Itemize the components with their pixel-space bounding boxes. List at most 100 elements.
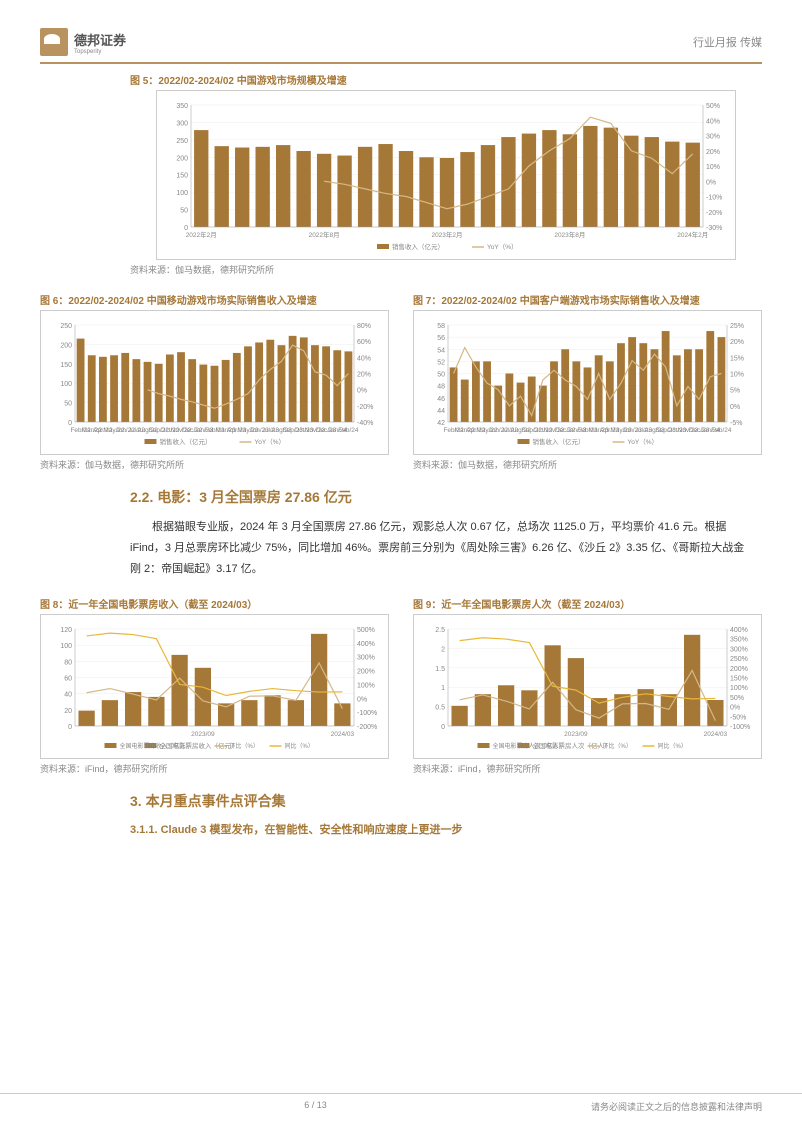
- svg-text:300: 300: [176, 120, 188, 127]
- chart6-source: 资料来源：伽马数据，德邦研究所所: [40, 458, 389, 471]
- svg-text:200%: 200%: [730, 665, 748, 672]
- svg-text:2023/09: 2023/09: [564, 731, 588, 738]
- svg-text:30%: 30%: [706, 134, 720, 141]
- chart8-source: 资料来源：iFind，德邦研究所所: [40, 762, 389, 775]
- svg-text:-20%: -20%: [706, 210, 722, 217]
- svg-text:-100%: -100%: [357, 710, 377, 717]
- svg-text:80%: 80%: [357, 323, 371, 330]
- svg-text:250: 250: [60, 323, 72, 330]
- chart7-title: 图 7：2022/02-2024/02 中国客户端游戏市场实际销售收入及增速: [413, 292, 762, 307]
- svg-text:-20%: -20%: [357, 404, 373, 411]
- svg-text:300%: 300%: [357, 654, 375, 661]
- svg-text:15%: 15%: [730, 355, 744, 362]
- svg-text:100: 100: [60, 643, 72, 650]
- svg-text:44: 44: [437, 408, 445, 415]
- svg-text:20%: 20%: [357, 372, 371, 379]
- svg-text:0%: 0%: [730, 404, 740, 411]
- svg-text:5%: 5%: [730, 388, 740, 395]
- svg-text:100: 100: [176, 190, 188, 197]
- svg-text:350%: 350%: [730, 636, 748, 643]
- svg-text:150: 150: [60, 362, 72, 369]
- svg-text:50: 50: [64, 401, 72, 408]
- svg-text:2024/03: 2024/03: [704, 731, 728, 738]
- svg-text:销售收入（亿元）: 销售收入（亿元）: [533, 437, 585, 446]
- svg-text:60%: 60%: [357, 339, 371, 346]
- svg-text:56: 56: [437, 335, 445, 342]
- report-type: 行业月报 传媒: [693, 34, 762, 50]
- svg-text:0: 0: [441, 724, 445, 731]
- disclaimer: 请务必阅读正文之后的信息披露和法律声明: [591, 1100, 762, 1113]
- svg-text:48: 48: [437, 384, 445, 391]
- svg-text:500%: 500%: [357, 627, 375, 634]
- page-header: 德邦证券 Topsperity 行业月报 传媒: [40, 28, 762, 64]
- svg-text:全国电影票房收入（亿元）: 全国电影票房收入（亿元）: [120, 742, 192, 750]
- svg-text:50: 50: [437, 372, 445, 379]
- svg-text:2024/03: 2024/03: [331, 731, 355, 738]
- svg-text:52: 52: [437, 359, 445, 366]
- svg-text:环比（%）: 环比（%）: [230, 742, 259, 750]
- svg-text:全国电影票房人次（亿人）: 全国电影票房人次（亿人）: [493, 742, 565, 750]
- svg-text:1: 1: [441, 685, 445, 692]
- svg-text:2023年8月: 2023年8月: [554, 230, 585, 239]
- svg-text:YoY（%）: YoY（%）: [487, 243, 517, 251]
- svg-text:2: 2: [441, 646, 445, 653]
- svg-text:同比（%）: 同比（%）: [658, 742, 687, 750]
- svg-text:40%: 40%: [357, 355, 371, 362]
- chart6: 050100150200250-40%-20%0%20%40%60%80%Feb…: [40, 310, 389, 455]
- svg-text:0%: 0%: [357, 696, 367, 703]
- section-2-2-title: 2.2. 电影：3 月全国票房 27.86 亿元: [40, 487, 762, 507]
- svg-text:-30%: -30%: [706, 225, 722, 232]
- svg-text:46: 46: [437, 396, 445, 403]
- svg-text:10%: 10%: [730, 372, 744, 379]
- chart8: 020406080100120-200%-100%0%100%200%300%4…: [40, 614, 389, 759]
- svg-text:1.5: 1.5: [435, 665, 445, 672]
- company-name: 德邦证券: [74, 30, 126, 49]
- svg-text:0.5: 0.5: [435, 704, 445, 711]
- svg-text:200: 200: [176, 155, 188, 162]
- svg-text:0%: 0%: [357, 388, 367, 395]
- svg-text:400%: 400%: [730, 627, 748, 634]
- svg-text:60: 60: [64, 675, 72, 682]
- svg-text:25%: 25%: [730, 323, 744, 330]
- logo-icon: [40, 28, 68, 56]
- chart6-title: 图 6：2022/02-2024/02 中国移动游戏市场实际销售收入及增速: [40, 292, 389, 307]
- company-name-en: Topsperity: [74, 49, 126, 55]
- svg-text:200: 200: [60, 342, 72, 349]
- svg-text:350: 350: [176, 103, 188, 110]
- chart5: 050100150200250300350-30%-20%-10%0%10%20…: [156, 90, 736, 260]
- svg-text:YoY（%）: YoY（%）: [255, 438, 285, 446]
- chart9: 00.511.522.5-100%-50%0%50%100%150%200%25…: [413, 614, 762, 759]
- svg-text:250: 250: [176, 138, 188, 145]
- svg-text:100%: 100%: [357, 682, 375, 689]
- svg-text:20%: 20%: [706, 149, 720, 156]
- svg-text:同比（%）: 同比（%）: [285, 742, 314, 750]
- svg-text:300%: 300%: [730, 646, 748, 653]
- svg-text:10%: 10%: [706, 164, 720, 171]
- svg-text:-200%: -200%: [357, 724, 377, 731]
- svg-text:58: 58: [437, 323, 445, 330]
- svg-text:200%: 200%: [357, 668, 375, 675]
- svg-text:2022年2月: 2022年2月: [186, 230, 217, 239]
- svg-text:120: 120: [60, 627, 72, 634]
- svg-text:2023/09: 2023/09: [191, 731, 215, 738]
- svg-text:2.5: 2.5: [435, 627, 445, 634]
- section-2-2-body: 根据猫眼专业版，2024 年 3 月全国票房 27.86 亿元，观影总人次 0.…: [40, 517, 762, 580]
- svg-text:2023年2月: 2023年2月: [431, 230, 462, 239]
- section-3-title: 3. 本月重点事件点评合集: [40, 791, 762, 811]
- svg-text:Feb/24: Feb/24: [711, 427, 732, 434]
- svg-text:54: 54: [437, 347, 445, 354]
- svg-text:销售收入（亿元）: 销售收入（亿元）: [392, 242, 444, 251]
- svg-text:150: 150: [176, 173, 188, 180]
- svg-text:20%: 20%: [730, 339, 744, 346]
- svg-text:50: 50: [180, 208, 188, 215]
- chart7: 424446485052545658-5%0%5%10%15%20%25%Feb…: [413, 310, 762, 455]
- svg-text:50%: 50%: [730, 695, 744, 702]
- page-footer: 6 / 13 请务必阅读正文之后的信息披露和法律声明: [0, 1093, 802, 1113]
- svg-text:40: 40: [64, 691, 72, 698]
- svg-text:20: 20: [64, 708, 72, 715]
- svg-text:-40%: -40%: [357, 420, 373, 427]
- svg-text:400%: 400%: [357, 641, 375, 648]
- chart9-title: 图 9：近一年全国电影票房人次（截至 2024/03）: [413, 596, 762, 611]
- svg-text:42: 42: [437, 420, 445, 427]
- svg-text:0: 0: [184, 225, 188, 232]
